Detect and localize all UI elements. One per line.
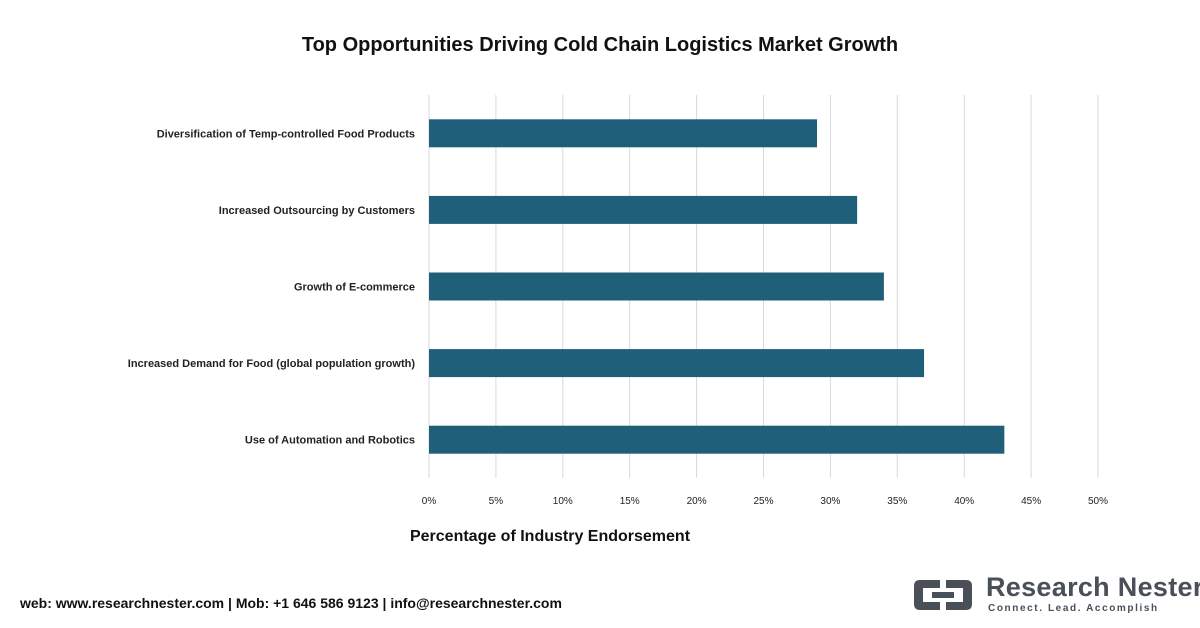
x-tick-label: 45%	[1021, 496, 1041, 507]
x-tick-label: 5%	[489, 496, 504, 507]
x-tick-label: 50%	[1088, 496, 1108, 507]
bar	[429, 425, 1005, 454]
footer-contact-info: web: www.researchnester.com | Mob: +1 64…	[20, 595, 562, 611]
category-label: Diversification of Temp-controlled Food …	[157, 128, 415, 140]
bar	[429, 195, 858, 224]
x-tick-label: 20%	[687, 496, 707, 507]
bar	[429, 349, 925, 378]
tick-layer: 0% 5% 10% 15% 20% 25% 30% 35% 40% 45% 50%	[422, 496, 1108, 507]
bar-layer	[429, 119, 1005, 454]
x-tick-label: 35%	[887, 496, 907, 507]
chart-title: Top Opportunities Driving Cold Chain Log…	[301, 34, 899, 56]
x-tick-label: 30%	[820, 496, 840, 507]
x-tick-label: 0%	[422, 496, 437, 507]
x-tick-label: 40%	[954, 496, 974, 507]
category-label: Increased Outsourcing by Customers	[219, 205, 415, 217]
category-label: Growth of E-commerce	[294, 282, 415, 294]
bar-chart: Diversification of Temp-controlled Food …	[128, 95, 1108, 507]
brand-tagline: Connect. Lead. Accomplish	[988, 603, 1159, 614]
x-tick-label: 25%	[753, 496, 773, 507]
category-label: Increased Demand for Food (global popula…	[128, 358, 416, 370]
bar	[429, 272, 884, 301]
label-layer: Diversification of Temp-controlled Food …	[128, 128, 416, 446]
x-axis-label: Percentage of Industry Endorsement	[409, 528, 691, 545]
x-tick-label: 15%	[620, 496, 640, 507]
bar	[429, 119, 818, 148]
brand-block: Research Nester Connect. Lead. Accomplis…	[910, 572, 1200, 620]
research-nester-logo-icon	[914, 580, 972, 610]
category-label: Use of Automation and Robotics	[245, 435, 415, 447]
x-tick-label: 10%	[553, 496, 573, 507]
brand-name: Research Nester	[986, 572, 1200, 602]
